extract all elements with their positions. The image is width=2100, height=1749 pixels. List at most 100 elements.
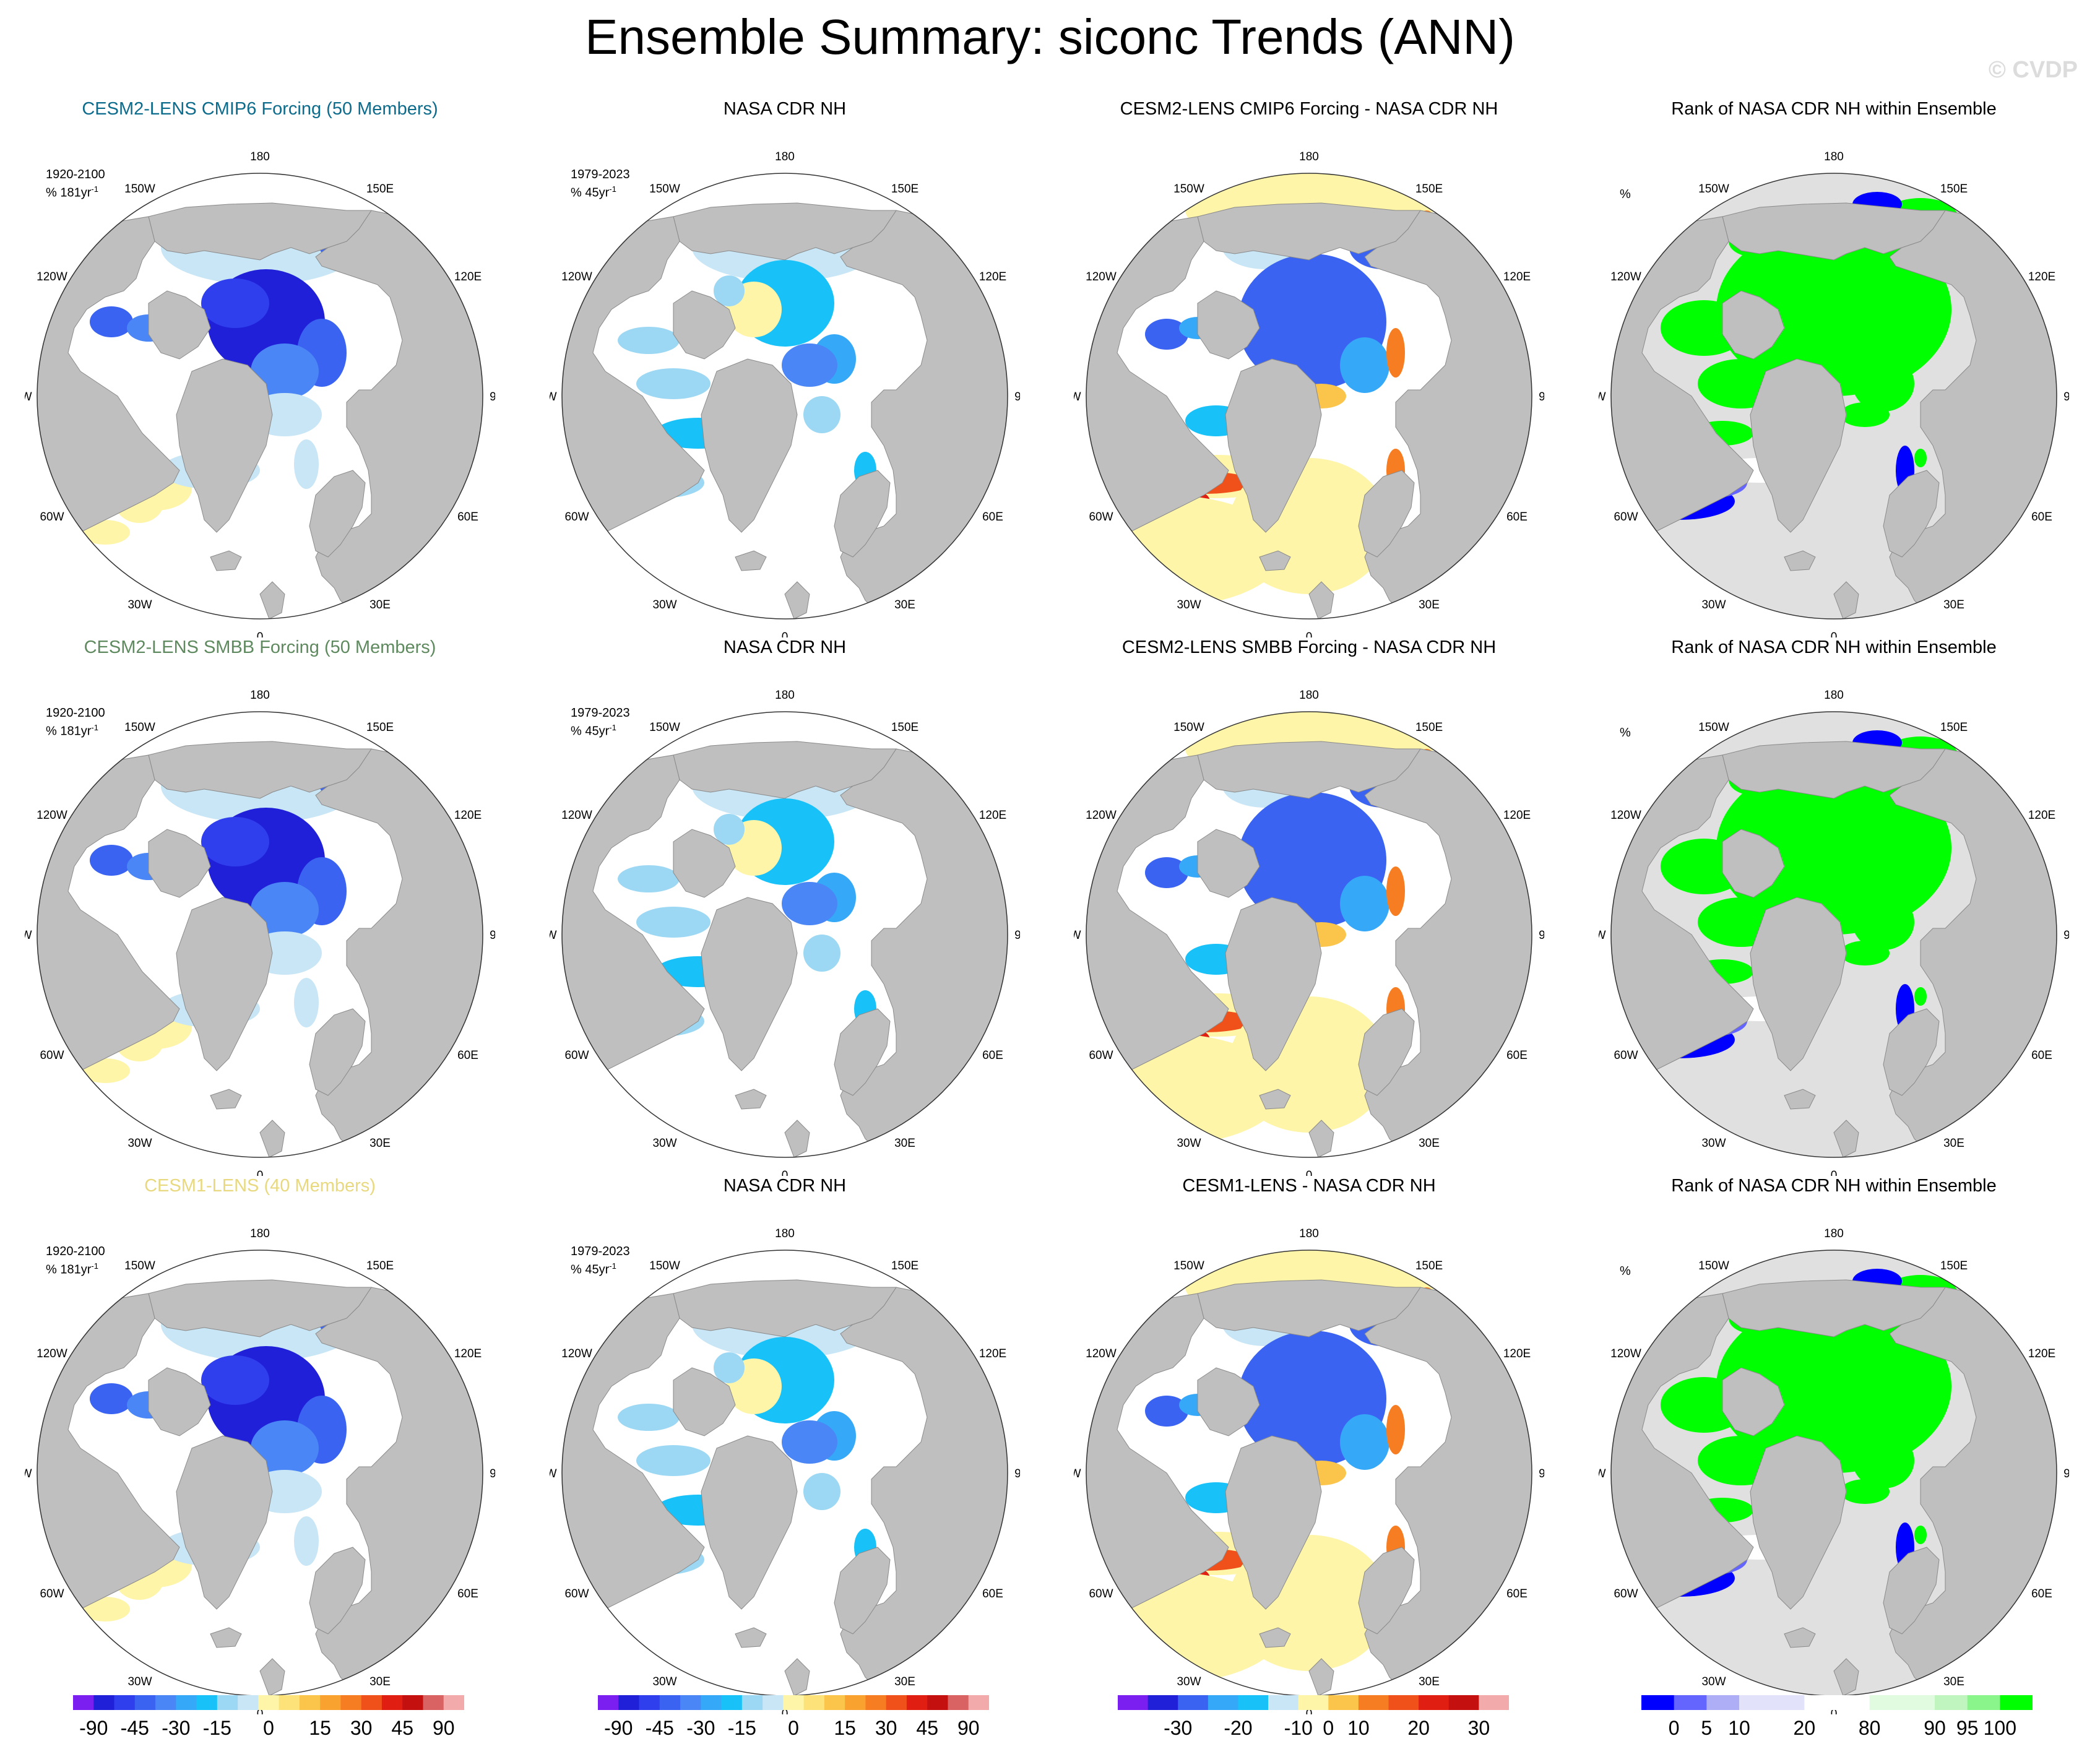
- longitude-label: 120E: [1503, 270, 1531, 283]
- longitude-label: 60W: [1089, 511, 1113, 524]
- colorbar-tick-label: -10: [1284, 1717, 1313, 1739]
- trend-period: 1979-2023: [571, 706, 630, 720]
- sea-ice-trend-region: [1340, 1414, 1389, 1470]
- model-panel-title: CESM2-LENS CMIP6 Forcing (50 Members): [82, 99, 438, 119]
- map-panel-model: CESM2-LENS CMIP6 Forcing (50 Members) 180…: [25, 99, 495, 637]
- sea-ice-trend-region: [1386, 866, 1405, 916]
- colorbar-tick-label: 100: [1983, 1717, 2017, 1739]
- colorbar-swatch: [1902, 1695, 1935, 1710]
- colorbar-tick-label: 0: [263, 1717, 274, 1739]
- colorbar-swatch: [1358, 1695, 1389, 1710]
- land-mass: [1308, 1658, 1334, 1696]
- units-exponent: -1: [609, 723, 616, 732]
- colorbar-tick-label: -30: [686, 1717, 715, 1739]
- longitude-label: 150E: [891, 1259, 918, 1272]
- land-mass: [309, 1008, 366, 1096]
- colorbar-trend-obs: [598, 1695, 989, 1710]
- colorbar-swatch: [238, 1695, 259, 1710]
- land-mass: [834, 1008, 891, 1096]
- longitude-label: 60W: [564, 1049, 589, 1062]
- land-mass: [309, 1547, 366, 1635]
- land-mass: [1750, 897, 1847, 1071]
- longitude-label: 60W: [40, 511, 64, 524]
- sea-ice-trend-region: [1852, 894, 1914, 950]
- longitude-label: 180: [1299, 689, 1319, 702]
- colorbar-swatch: [948, 1695, 969, 1710]
- longitude-label: 60W: [40, 1587, 64, 1600]
- longitude-label: 90E: [1014, 929, 1020, 942]
- sea-ice-trend-region: [714, 275, 745, 306]
- longitude-label: 90W: [1074, 929, 1081, 942]
- longitude-label: 150W: [124, 183, 155, 196]
- longitude-label: 30W: [1177, 1137, 1201, 1150]
- sea-ice-trend-region: [201, 817, 269, 866]
- colorbar-tick-label: -45: [645, 1717, 674, 1739]
- longitude-label: 30W: [652, 1137, 676, 1150]
- sea-ice-trend-region: [201, 279, 269, 328]
- longitude-label: 60W: [40, 1049, 64, 1062]
- colorbar-swatch: [845, 1695, 866, 1710]
- land-mass: [148, 1279, 372, 1337]
- land-mass: [673, 202, 897, 261]
- land-mass: [1358, 1547, 1415, 1635]
- longitude-label: 90E: [1014, 1467, 1020, 1480]
- land-mass: [1358, 1008, 1415, 1096]
- longitude-label: 90W: [25, 1467, 32, 1480]
- trend-period: 1920-2100: [46, 706, 105, 720]
- land-mass: [309, 470, 366, 558]
- land-mass: [1197, 202, 1421, 261]
- longitude-label: 90E: [2063, 391, 2069, 404]
- colorbar-tick-label: -15: [202, 1717, 231, 1739]
- land-mass: [148, 829, 211, 898]
- land-mass: [1722, 1367, 1785, 1436]
- trend-period: 1979-2023: [571, 168, 630, 181]
- longitude-label: 180: [775, 150, 795, 163]
- longitude-label: 30W: [652, 598, 676, 611]
- polar-stereographic-map: 180 150E 120E 90E 60E 30E 0 30W 60W 90W 120W 150W: [550, 689, 1020, 1176]
- colorbar-swatch: [1388, 1695, 1419, 1710]
- longitude-label: 150E: [1415, 721, 1443, 734]
- colorbar-swatch: [803, 1695, 825, 1710]
- map-panel-obs: NASA CDR NH 180 150E 120E 90E 60E 30E 0 30W 60W 90…: [550, 99, 1020, 637]
- sea-ice-trend-region: [782, 343, 837, 387]
- longitude-label: 0: [782, 631, 789, 637]
- colorbar-swatch: [1419, 1695, 1450, 1710]
- units-exponent: -1: [91, 723, 98, 732]
- longitude-label: 120W: [1086, 1347, 1117, 1360]
- colorbar-swatch: [1935, 1695, 1968, 1710]
- longitude-label: 150W: [1698, 1259, 1729, 1272]
- colorbar-swatch: [114, 1695, 136, 1710]
- colorbar-swatch: [176, 1695, 197, 1710]
- longitude-label: 150W: [649, 721, 680, 734]
- longitude-label: 180: [250, 689, 270, 702]
- land-mass: [1259, 550, 1291, 571]
- longitude-label: 120E: [979, 270, 1006, 283]
- trend-units-text: % 181yr: [46, 1263, 92, 1277]
- colorbar-tick-label: -30: [162, 1717, 191, 1739]
- longitude-label: 180: [250, 150, 270, 163]
- longitude-label: 60E: [2031, 1587, 2052, 1600]
- longitude-label: 120E: [454, 270, 482, 283]
- longitude-label: 150W: [1173, 183, 1204, 196]
- model-panel-title: CESM1-LENS (40 Members): [144, 1176, 376, 1196]
- longitude-label: 60E: [457, 1049, 478, 1062]
- sea-ice-trend-region: [1840, 402, 1890, 427]
- trend-period-units: 1920-2100% 181yr-1: [46, 167, 105, 201]
- colorbar-swatch: [258, 1695, 280, 1710]
- longitude-label: 30W: [1177, 598, 1201, 611]
- longitude-label: 120W: [37, 809, 67, 822]
- longitude-label: 30W: [127, 1137, 152, 1150]
- rank-panel-title: Rank of NASA CDR NH within Ensemble: [1671, 99, 1997, 119]
- longitude-label: 60E: [457, 1587, 478, 1600]
- colorbar-tick-label: 15: [309, 1717, 331, 1739]
- longitude-label: 150W: [649, 183, 680, 196]
- units-exponent: -1: [609, 1261, 616, 1271]
- longitude-label: 150W: [124, 721, 155, 734]
- colorbar-swatch: [1771, 1695, 1805, 1710]
- colorbar-swatch: [2000, 1695, 2033, 1710]
- colorbar-swatch: [1268, 1695, 1299, 1710]
- longitude-label: 30W: [1701, 598, 1726, 611]
- map-panel-diff: CESM2-LENS CMIP6 Forcing - NASA CDR NH 18…: [1074, 99, 1544, 637]
- longitude-label: 30E: [894, 598, 915, 611]
- sea-ice-trend-region: [90, 306, 133, 337]
